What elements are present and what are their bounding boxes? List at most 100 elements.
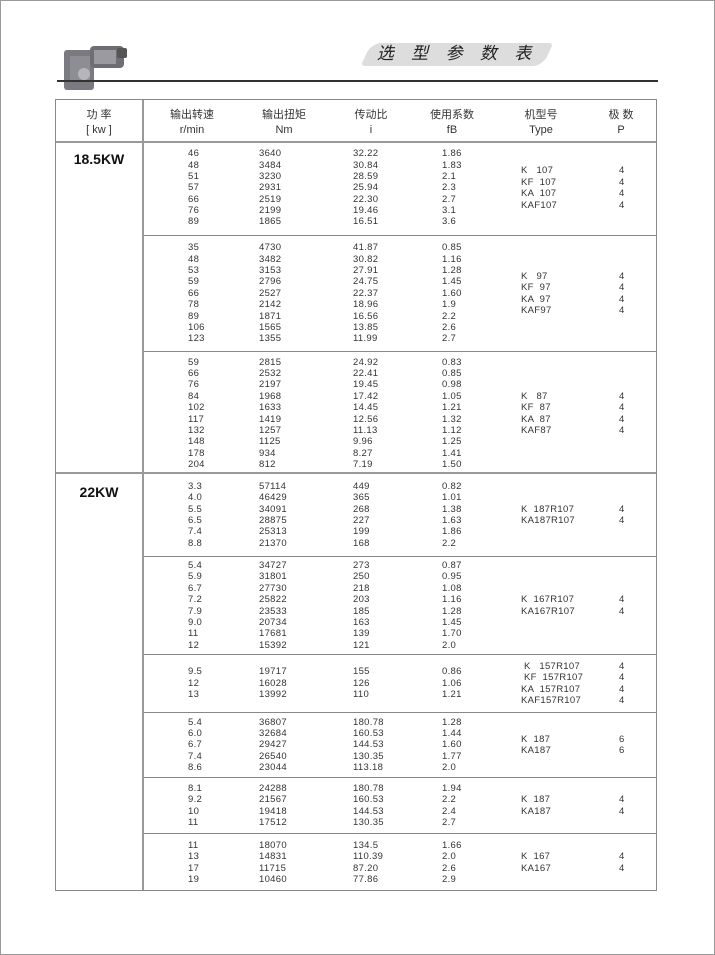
speed-cell: 11 bbox=[188, 839, 199, 851]
torque-cell: 21567 bbox=[259, 794, 287, 806]
column-header-zh: 机型号 bbox=[524, 109, 558, 121]
selection-table: 功 率 [ kw ] 输出转速 r/min 输出扭矩 Nm 传动比 i 使用系数 fB 机型号 Typ… bbox=[55, 99, 657, 891]
speed-cell: 9.2 bbox=[188, 794, 203, 806]
type-row: KF 107 4 bbox=[521, 177, 641, 189]
table-row: 13 13992 110 1.21 bbox=[144, 689, 664, 700]
ratio-cell: 126 bbox=[353, 677, 370, 689]
table-row: 178 934 8.27 1.41 bbox=[144, 448, 664, 459]
torque-cell: 17512 bbox=[259, 816, 287, 828]
type-row: KAF97 4 bbox=[521, 305, 641, 317]
service-factor-cell: 1.08 bbox=[442, 582, 462, 594]
ratio-cell: 16.51 bbox=[353, 216, 379, 228]
power-section: 18.5KW 46 3640 32.22 1.86 48 3484 30.84 1.83 51 32… bbox=[56, 141, 656, 475]
type-list: K 187 6 KA187 6 bbox=[521, 713, 641, 777]
ratio-cell: 87.20 bbox=[353, 862, 379, 874]
ratio-cell: 110.39 bbox=[353, 851, 384, 863]
column-header-unit: fB bbox=[446, 124, 458, 136]
torque-cell: 1968 bbox=[259, 390, 282, 402]
type-row: KA 157R107 4 bbox=[521, 684, 641, 696]
ratio-cell: 22.30 bbox=[353, 193, 379, 205]
table-row: 6.7 27730 218 1.08 bbox=[144, 583, 664, 594]
table-row: 11 17681 139 1.70 bbox=[144, 628, 664, 639]
ratio-cell: 160.53 bbox=[353, 727, 384, 739]
table-row: 3.3 57114 449 0.82 bbox=[144, 481, 664, 492]
column-header-zh: 极 数 bbox=[608, 109, 634, 121]
ratio-cell: 268 bbox=[353, 503, 370, 515]
type-row: K 187 6 bbox=[521, 734, 641, 746]
ratio-cell: 9.96 bbox=[353, 436, 373, 448]
poles-cell: 4 bbox=[619, 199, 625, 211]
poles-cell: 4 bbox=[619, 425, 625, 436]
ratio-cell: 19.46 bbox=[353, 205, 379, 217]
poles-cell: 4 bbox=[619, 594, 625, 605]
service-factor-cell: 1.83 bbox=[442, 159, 462, 171]
model-group: 5.4 34727 273 0.87 5.9 31801 250 0.95 6.7 27730 21… bbox=[144, 556, 656, 654]
ratio-cell: 144.53 bbox=[353, 739, 384, 751]
table-row: 78 2142 18.96 1.9 bbox=[144, 299, 664, 310]
speed-cell: 132 bbox=[188, 424, 205, 436]
table-row: 89 1865 16.51 3.6 bbox=[144, 216, 664, 227]
torque-cell: 34727 bbox=[259, 559, 287, 571]
table-row: 11 18070 134.5 1.66 bbox=[144, 840, 664, 851]
poles-cell: 4 bbox=[619, 695, 625, 706]
speed-cell: 5.4 bbox=[188, 716, 203, 728]
model-group: 3.3 57114 449 0.82 4.0 46429 365 1.01 5.5 34091 26… bbox=[144, 474, 656, 556]
table-row: 204 812 7.19 1.50 bbox=[144, 459, 664, 470]
table-header: 功 率 [ kw ] 输出转速 r/min 输出扭矩 Nm 传动比 i 使用系数 fB 机型号 Typ… bbox=[56, 100, 656, 143]
torque-cell: 1419 bbox=[259, 413, 282, 425]
column-header-zh: 使用系数 bbox=[430, 109, 474, 121]
header-rule bbox=[57, 80, 658, 82]
power-label: 22KW bbox=[79, 484, 119, 500]
ratio-cell: 7.19 bbox=[353, 459, 373, 471]
poles-cell: 4 bbox=[619, 293, 625, 305]
service-factor-cell: 0.98 bbox=[442, 379, 462, 391]
type-row: KA 107 4 bbox=[521, 188, 641, 200]
service-factor-cell: 0.86 bbox=[442, 666, 462, 678]
table-row: 12 15392 121 2.0 bbox=[144, 640, 664, 651]
model-group: 11 18070 134.5 1.66 13 14831 110.39 2.0 17 11715 8… bbox=[144, 833, 656, 891]
type-cell: KA 157R107 bbox=[521, 683, 581, 695]
service-factor-cell: 1.60 bbox=[442, 287, 462, 299]
service-factor-cell: 2.3 bbox=[442, 182, 457, 194]
speed-cell: 17 bbox=[188, 862, 200, 874]
type-cell: KAF157R107 bbox=[521, 695, 582, 706]
column-header-unit: P bbox=[617, 124, 625, 136]
type-row: KAF107 4 bbox=[521, 200, 641, 212]
poles-cell: 4 bbox=[619, 794, 625, 805]
speed-cell: 4.0 bbox=[188, 492, 203, 504]
table-row: 7.2 25822 203 1.16 bbox=[144, 594, 664, 605]
type-row: KF 157R107 4 bbox=[521, 672, 641, 684]
ratio-cell: 250 bbox=[353, 571, 370, 583]
table-row: 6.0 32684 160.53 1.44 bbox=[144, 728, 664, 739]
type-list: K 187R107 4 KA187R107 4 bbox=[521, 474, 641, 556]
table-row: 48 3482 30.82 1.16 bbox=[144, 254, 664, 265]
ratio-cell: 449 bbox=[353, 480, 370, 492]
model-group: 8.1 24288 180.78 1.94 9.2 21567 160.53 2.2 10 194… bbox=[144, 777, 656, 833]
torque-cell: 17681 bbox=[259, 628, 287, 640]
ratio-cell: 139 bbox=[353, 628, 370, 640]
speed-cell: 6.0 bbox=[188, 727, 203, 739]
torque-cell: 10460 bbox=[259, 873, 287, 885]
ratio-cell: 113.18 bbox=[353, 762, 384, 774]
service-factor-cell: 2.0 bbox=[442, 851, 457, 863]
group-rows: 5.4 36807 180.78 1.28 6.0 32684 160.53 1.44 6.7 2… bbox=[144, 713, 664, 777]
table-row: 8.6 23044 113.18 2.0 bbox=[144, 762, 664, 773]
service-factor-cell: 1.94 bbox=[442, 782, 462, 794]
service-factor-cell: 1.44 bbox=[442, 727, 462, 739]
service-factor-cell: 2.2 bbox=[442, 794, 457, 806]
table-row: 66 2527 22.37 1.60 bbox=[144, 288, 664, 299]
service-factor-cell: 1.60 bbox=[442, 739, 462, 751]
speed-cell: 76 bbox=[188, 205, 200, 217]
speed-cell: 8.6 bbox=[188, 762, 203, 774]
service-factor-cell: 0.87 bbox=[442, 559, 462, 571]
type-cell: K 187 bbox=[521, 794, 551, 805]
service-factor-cell: 1.9 bbox=[442, 299, 457, 311]
speed-cell: 48 bbox=[188, 159, 200, 171]
type-cell: K 107 bbox=[521, 165, 554, 176]
torque-cell: 26540 bbox=[259, 750, 287, 762]
table-row: 46 3640 32.22 1.86 bbox=[144, 148, 664, 159]
table-row: 5.5 34091 268 1.38 bbox=[144, 504, 664, 515]
poles-cell: 4 bbox=[619, 683, 625, 695]
type-cell: KA167R107 bbox=[521, 605, 575, 617]
type-cell: KA187 bbox=[521, 745, 552, 756]
